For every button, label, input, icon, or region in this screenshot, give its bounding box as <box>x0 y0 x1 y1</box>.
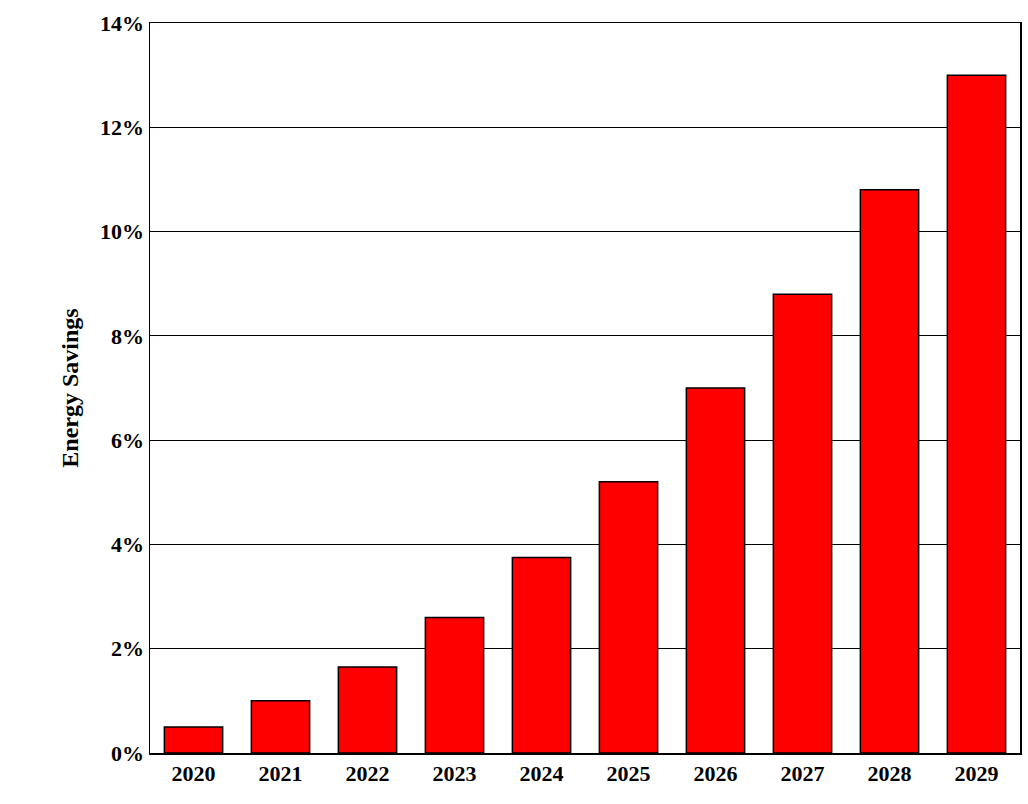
svg-text:4%: 4% <box>111 532 144 557</box>
svg-text:2029: 2029 <box>955 761 999 786</box>
svg-text:8%: 8% <box>111 324 144 349</box>
svg-text:2022: 2022 <box>346 761 390 786</box>
svg-text:2028: 2028 <box>868 761 912 786</box>
svg-text:2025: 2025 <box>607 761 651 786</box>
svg-text:10%: 10% <box>100 219 144 244</box>
svg-text:2021: 2021 <box>259 761 303 786</box>
svg-text:2024: 2024 <box>520 761 564 786</box>
svg-text:12%: 12% <box>100 115 144 140</box>
svg-text:Energy Savings: Energy Savings <box>57 308 83 467</box>
svg-text:2027: 2027 <box>781 761 825 786</box>
svg-text:0%: 0% <box>111 741 144 766</box>
svg-text:2%: 2% <box>111 636 144 661</box>
svg-text:2020: 2020 <box>172 761 216 786</box>
svg-text:2026: 2026 <box>694 761 738 786</box>
svg-text:2023: 2023 <box>433 761 477 786</box>
svg-text:14%: 14% <box>100 11 144 36</box>
svg-text:6%: 6% <box>111 428 144 453</box>
